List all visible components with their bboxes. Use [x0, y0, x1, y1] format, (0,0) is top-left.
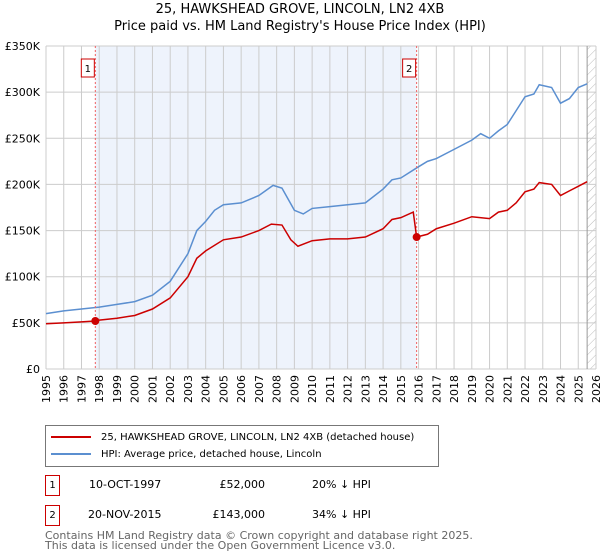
legend-blue-line — [51, 453, 91, 455]
x-tick-label: 2023 — [537, 375, 550, 403]
x-tick-label: 2026 — [590, 375, 600, 403]
x-tick-label: 1996 — [58, 375, 71, 403]
x-tick-label: 2007 — [253, 375, 266, 403]
y-tick-label: £0 — [26, 363, 40, 376]
sale-point — [412, 233, 421, 242]
sale-price: £143,000 — [212, 508, 266, 521]
x-tick-label: 1998 — [93, 375, 106, 403]
footer: Contains HM Land Registry data © Crown c… — [45, 529, 473, 552]
chart-subtitle: Price paid vs. HM Land Registry's House … — [114, 19, 486, 34]
y-tick-label: £100K — [5, 271, 41, 284]
x-tick-label: 1997 — [75, 375, 88, 403]
legend-red-line — [51, 436, 91, 438]
sale-flag — [80, 58, 95, 78]
x-tick-label: 2000 — [129, 375, 142, 403]
ownership-shading — [95, 46, 417, 369]
sale-point — [91, 317, 100, 326]
x-tick-label: 2012 — [342, 375, 355, 403]
x-tick-label: 2016 — [413, 375, 426, 403]
sale-hpi: 34% ↓ HPI — [312, 508, 371, 521]
series-line — [45, 180, 588, 325]
x-tick-label: 1999 — [111, 375, 124, 403]
x-tick-label: 2022 — [519, 375, 532, 403]
series-line — [45, 83, 588, 315]
x-tick-label: 2013 — [359, 375, 372, 403]
x-tick-label: 2010 — [306, 375, 319, 403]
legend-property: 25, HAWKSHEAD GROVE, LINCOLN, LN2 4XB (d… — [101, 431, 415, 443]
x-tick-label: 2025 — [572, 375, 585, 403]
sale-badge: 2 — [45, 505, 60, 526]
sale-hpi: 20% ↓ HPI — [312, 478, 371, 491]
x-tick-label: 2002 — [164, 375, 177, 403]
x-tick-label: 2020 — [484, 375, 497, 403]
y-tick-label: £350K — [5, 40, 41, 53]
chart-title: 25, HAWKSHEAD GROVE, LINCOLN, LN2 4XB — [155, 2, 445, 17]
x-tick-label: 2024 — [555, 375, 568, 403]
footer-line-1: Contains HM Land Registry data © Crown c… — [45, 529, 473, 542]
sale-price: £52,000 — [219, 478, 266, 491]
legend: 25, HAWKSHEAD GROVE, LINCOLN, LN2 4XB (d… — [45, 425, 439, 467]
x-tick-label: 2011 — [324, 375, 337, 403]
x-tick-label: 2003 — [182, 375, 195, 403]
price-chart: 1995 1996 1997 1998 1999 2000 2001 2002 2003 2004… — [5, 40, 600, 403]
x-tick-label: 1995 — [40, 375, 53, 403]
x-tick-label: 2017 — [430, 375, 443, 403]
y-tick-label: £150K — [5, 225, 41, 238]
x-tick-label: 2021 — [501, 375, 514, 403]
x-tick-label: 2005 — [217, 375, 230, 403]
x-tick-label: 2004 — [200, 375, 213, 403]
x-tick-label: 2006 — [235, 375, 248, 403]
x-tick-label: 2018 — [448, 375, 461, 403]
y-tick-label: £200K — [5, 178, 41, 191]
x-tick-label: 2019 — [466, 375, 479, 403]
sale-date: 10-OCT-1997 — [89, 478, 162, 491]
legend-hpi: HPI: Average price, detached house, Linc… — [101, 448, 322, 460]
x-tick-label: 2014 — [377, 375, 390, 403]
sale-date: 20-NOV-2015 — [88, 508, 162, 521]
footer-line-2: This data is licensed under the Open Gov… — [45, 539, 396, 552]
y-tick-label: £250K — [5, 132, 41, 145]
x-tick-label: 2009 — [288, 375, 301, 403]
x-tick-label: 2008 — [271, 375, 284, 403]
x-tick-label: 2015 — [395, 375, 408, 403]
sale-flag-label: 1 — [85, 64, 91, 75]
forecast-hatch — [587, 46, 596, 369]
sale-flag-label: 2 — [406, 64, 412, 75]
sale-badge: 1 — [45, 475, 60, 496]
y-tick-label: £300K — [5, 86, 41, 99]
x-tick-label: 2001 — [146, 375, 159, 403]
y-tick-label: £50K — [12, 317, 41, 330]
sale-flag — [402, 58, 417, 78]
